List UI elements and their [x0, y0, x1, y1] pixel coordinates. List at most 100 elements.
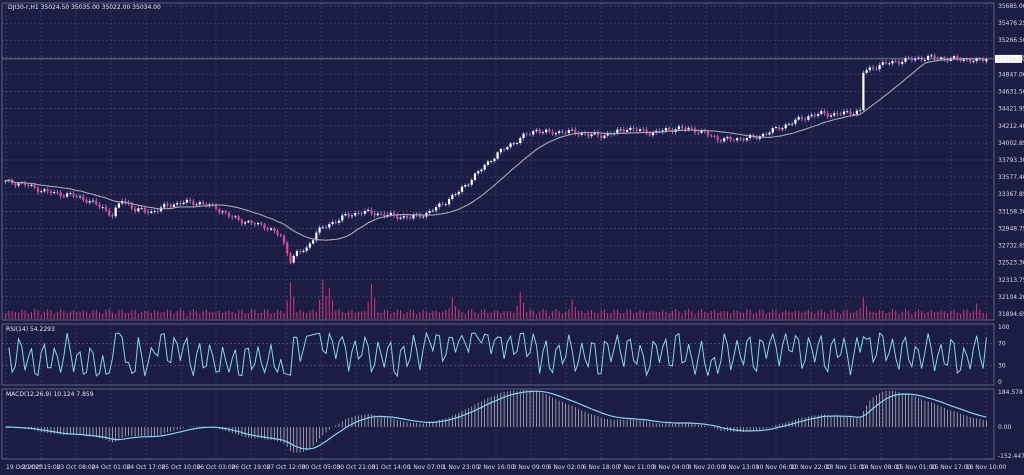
candle-body — [279, 234, 282, 236]
price-tick-label: 32523.30 — [998, 260, 1024, 267]
candle-body — [642, 129, 645, 131]
candle-body — [409, 217, 412, 219]
candle-body — [645, 129, 648, 134]
candle-body — [574, 129, 577, 134]
candle-body — [140, 208, 143, 209]
candle-body — [43, 189, 46, 192]
candle-body — [137, 208, 140, 212]
candle-body — [502, 148, 506, 150]
time-tick-label: 14 Nov 08:00 — [861, 464, 902, 471]
candle-body — [917, 57, 920, 59]
candle-body — [379, 213, 383, 215]
rsi-tick-label: 30 — [998, 363, 1006, 370]
price-tick-label: 33158.30 — [998, 208, 1024, 215]
last-price-tag — [995, 54, 1022, 63]
candle-body — [600, 135, 603, 139]
rsi-tick-label: 100 — [998, 324, 1010, 331]
candle-body — [774, 127, 778, 128]
candle-body — [804, 119, 807, 120]
candle-body — [192, 201, 195, 205]
candle-body — [30, 184, 33, 186]
candle-body — [383, 213, 386, 217]
time-tick-label: 10 Nov 22:00 — [791, 464, 832, 471]
candle-body — [444, 204, 447, 206]
candle-body — [292, 255, 295, 263]
candle-body — [859, 110, 862, 111]
time-tick-label: 1 Nov 07:00 — [408, 464, 445, 471]
candle-body — [266, 228, 269, 230]
time-tick-label: 15 Nov 17:00 — [931, 464, 972, 471]
candle-body — [163, 203, 166, 208]
candle-body — [269, 228, 273, 230]
candle-body — [367, 209, 370, 212]
candle-body — [554, 133, 557, 135]
candle-body — [969, 59, 972, 62]
candle-body — [108, 210, 111, 216]
time-tick-label: 15 Nov 01:00 — [896, 464, 937, 471]
candle-body — [629, 127, 632, 131]
candle-body — [784, 124, 787, 129]
candle-body — [62, 196, 65, 197]
candle-body — [473, 173, 477, 180]
candle-body — [509, 143, 512, 148]
candle-body — [477, 171, 480, 174]
candle-body — [855, 110, 859, 115]
candle-body — [914, 58, 917, 61]
candle-body — [347, 213, 350, 217]
candle-body — [66, 193, 69, 197]
candle-body — [218, 209, 221, 213]
moving-average-line — [5, 58, 987, 241]
candle-body — [435, 207, 438, 211]
candle-body — [794, 119, 797, 124]
candle-body — [894, 60, 897, 62]
candle-body — [104, 207, 108, 211]
candle-body — [334, 222, 337, 223]
candle-body — [464, 184, 467, 187]
candle-body — [956, 56, 959, 59]
candle-body — [240, 219, 244, 224]
candle-body — [153, 211, 156, 212]
candle-body — [169, 205, 172, 207]
candle-body — [535, 129, 538, 132]
candle-body — [133, 208, 137, 212]
rsi-pane-border — [1, 323, 995, 386]
last-price-label: 35034.00 — [997, 56, 1024, 63]
candle-body — [328, 224, 331, 228]
candle-body — [596, 132, 600, 136]
candle-body — [143, 208, 146, 212]
candle-body — [227, 212, 231, 217]
candle-body — [603, 135, 606, 139]
time-tick-label: 19 Oct 2023 — [6, 464, 43, 471]
candle-body — [130, 203, 133, 209]
price-tick-label: 32104.20 — [998, 294, 1024, 301]
time-tick-label: 24 Oct 17:00 — [126, 464, 165, 471]
time-tick-label: 9 Nov 13:00 — [723, 464, 760, 471]
candle-body — [881, 62, 884, 65]
time-tick-label: 31 Oct 14:00 — [371, 464, 410, 471]
candle-body — [904, 57, 907, 62]
candle-body — [593, 132, 596, 135]
candle-body — [878, 64, 881, 70]
candle-body — [318, 227, 321, 233]
candle-body — [40, 191, 43, 193]
candle-body — [256, 222, 260, 225]
candle-body — [88, 201, 91, 203]
candle-body — [833, 113, 836, 116]
candle-body — [282, 235, 286, 243]
candle-body — [506, 147, 509, 150]
candle-body — [49, 191, 53, 194]
candle-body — [710, 135, 713, 137]
candle-body — [616, 129, 619, 134]
candle-body — [373, 213, 376, 216]
candle-body — [146, 211, 150, 213]
candle-body — [53, 191, 56, 194]
candle-body — [736, 138, 739, 141]
candle-body — [4, 180, 7, 182]
candle-body — [677, 126, 680, 130]
candle-body — [768, 132, 771, 135]
candle-body — [700, 130, 703, 133]
candle-body — [522, 133, 525, 139]
macd-pane-border — [1, 388, 995, 460]
